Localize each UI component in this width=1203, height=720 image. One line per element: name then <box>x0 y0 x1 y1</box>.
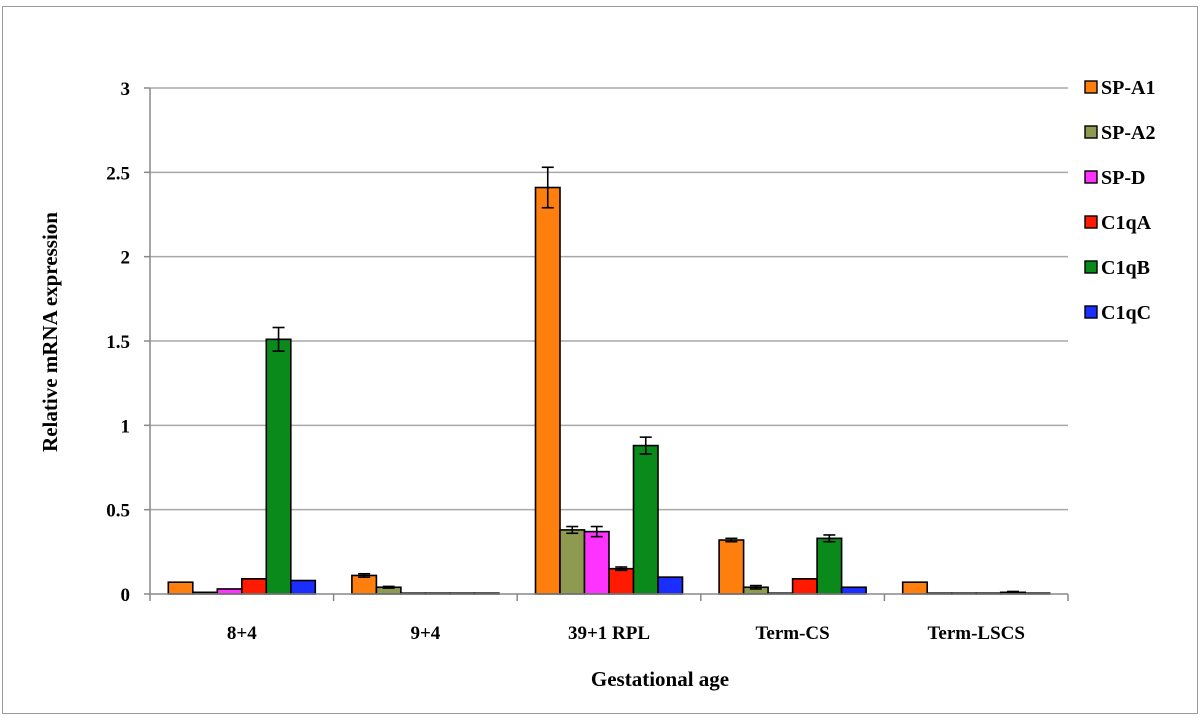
legend-label-c1qb: C1qB <box>1101 257 1150 279</box>
bars <box>167 166 1051 595</box>
y-axis-title: Relative mRNA expression <box>38 212 62 452</box>
bar-c1qc-0 <box>289 579 317 595</box>
bar-c1qc-3 <box>840 586 867 595</box>
y-tick-label: 0.5 <box>106 501 130 522</box>
bar-c1qb-3 <box>816 537 843 595</box>
bar-sp-a1-2 <box>534 186 561 595</box>
bar-sp-a2-2 <box>559 529 586 595</box>
y-tick-label: 1 <box>121 416 131 437</box>
x-tick-label: 9+4 <box>410 623 440 644</box>
legend-label-sp-a1: SP-A1 <box>1101 77 1155 99</box>
x-tick-label: 8+4 <box>227 623 257 644</box>
bar-sp-a1-3 <box>718 539 745 595</box>
x-axis-ticks: 8+4 9+4 39+1 RPL Term-CS Term-LSCS <box>149 594 1069 644</box>
bar-c1qa-2 <box>608 567 635 595</box>
legend-swatch-c1qb <box>1084 260 1098 274</box>
x-tick-label: Term-CS <box>755 623 829 644</box>
y-tick-label: 2.5 <box>106 163 130 184</box>
y-tick-label: 0 <box>121 585 131 606</box>
x-axis-title: Gestational age <box>591 667 729 691</box>
legend-swatch-sp-d <box>1084 170 1098 184</box>
legend-swatch-c1qc <box>1084 305 1098 319</box>
bar-sp-a1-4 <box>901 581 929 595</box>
bar-sp-a1-1 <box>351 574 378 595</box>
axes <box>149 88 1068 595</box>
bar-c1qa-3 <box>791 578 818 595</box>
x-tick-label: 39+1 RPL <box>568 623 650 644</box>
y-tick-label: 2 <box>121 248 131 269</box>
bar-c1qa-0 <box>241 578 268 595</box>
bar-sp-d-0 <box>216 588 243 595</box>
bar-c1qb-0 <box>265 338 292 595</box>
x-tick-label: Term-LSCS <box>927 623 1024 644</box>
legend-label-sp-d: SP-D <box>1101 167 1145 189</box>
legend-label-c1qc: C1qC <box>1101 302 1151 324</box>
gridlines <box>150 87 1068 511</box>
y-tick-label: 1.5 <box>106 332 130 353</box>
bar-sp-a1-0 <box>167 581 194 595</box>
y-axis-ticks: 0 0.5 1 1.5 2 2.5 3 <box>106 79 150 606</box>
legend-swatch-sp-a1 <box>1084 80 1098 94</box>
bar-c1qb-2 <box>632 444 659 595</box>
legend-label-c1qa: C1qA <box>1101 212 1152 234</box>
legend-label-sp-a2: SP-A2 <box>1101 122 1155 144</box>
chart-frame <box>2 6 1198 714</box>
legend-swatch-sp-a2 <box>1084 125 1098 139</box>
legend: SP-A1 SP-A2 SP-D C1qA C1qB C1qC <box>1084 77 1155 324</box>
legend-swatch-c1qa <box>1084 215 1098 229</box>
y-tick-label: 3 <box>121 79 131 100</box>
bar-sp-d-2 <box>583 530 610 595</box>
bar-c1qc-2 <box>657 576 684 595</box>
